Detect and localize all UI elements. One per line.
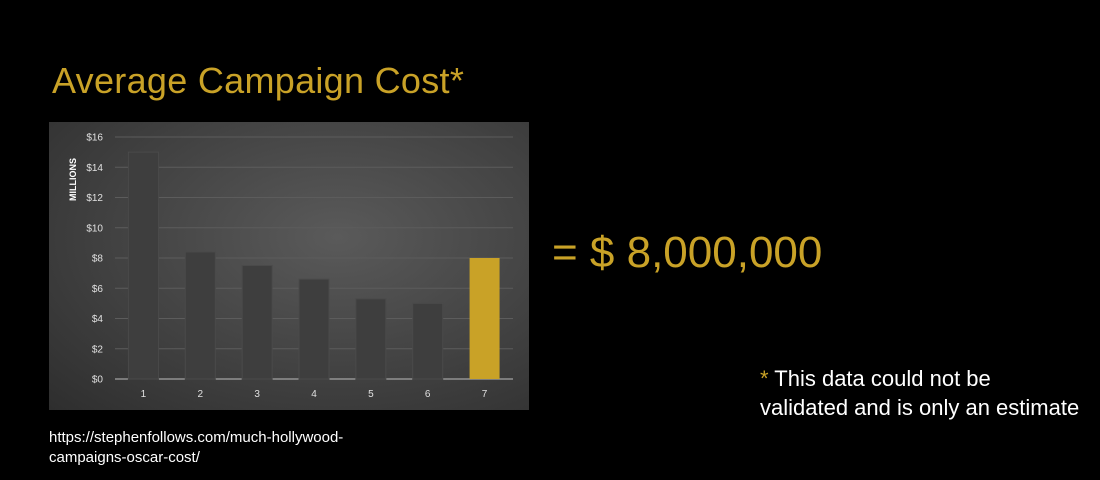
y-tick-label: $10 bbox=[86, 223, 103, 234]
x-tick-label: 2 bbox=[198, 389, 204, 400]
slide-title: Average Campaign Cost* bbox=[52, 60, 465, 101]
footnote-star: * bbox=[760, 366, 769, 391]
source-link-line-1[interactable]: https://stephenfollows.com/much-hollywoo… bbox=[49, 429, 344, 446]
bar-chart: $0 $2 $4 $6 $8 $10 $12 $14 $16 MILLIONS 1 2 3 4 5 6 7 bbox=[49, 122, 529, 410]
y-tick-label: $14 bbox=[86, 163, 103, 174]
source-link-line-2[interactable]: campaigns-oscar-cost/ bbox=[49, 449, 200, 466]
average-cost-value: = $ 8,000,000 bbox=[552, 228, 823, 277]
x-tick-label: 6 bbox=[425, 389, 431, 400]
x-tick-label: 3 bbox=[254, 389, 260, 400]
x-tick-label: 4 bbox=[311, 389, 317, 400]
bar-highlighted bbox=[469, 258, 500, 379]
y-tick-label: $0 bbox=[92, 375, 104, 386]
bar bbox=[355, 298, 387, 380]
bar bbox=[241, 265, 273, 380]
x-tick-label: 7 bbox=[482, 389, 488, 400]
y-tick-label: $4 bbox=[92, 314, 104, 325]
x-tick-label: 5 bbox=[368, 389, 374, 400]
footnote-text: This data could not be validated and is … bbox=[760, 366, 1080, 420]
bar bbox=[127, 151, 159, 380]
bar bbox=[298, 278, 330, 380]
y-tick-label: $2 bbox=[92, 344, 104, 355]
x-tick-label: 1 bbox=[141, 389, 147, 400]
source-link[interactable]: https://stephenfollows.com/much-hollywoo… bbox=[49, 428, 449, 468]
y-tick-label: $8 bbox=[92, 254, 104, 265]
footnote: * This data could not be validated and i… bbox=[760, 364, 1080, 422]
y-tick-label: $6 bbox=[92, 284, 104, 295]
y-tick-label: $12 bbox=[86, 193, 103, 204]
bar-chart-svg: $0 $2 $4 $6 $8 $10 $12 $14 $16 MILLIONS 1 2 3 4 5 6 7 bbox=[68, 133, 513, 400]
bar bbox=[412, 302, 444, 380]
y-tick-label: $16 bbox=[86, 133, 103, 144]
y-axis-label: MILLIONS bbox=[68, 158, 78, 201]
bar bbox=[184, 251, 216, 380]
